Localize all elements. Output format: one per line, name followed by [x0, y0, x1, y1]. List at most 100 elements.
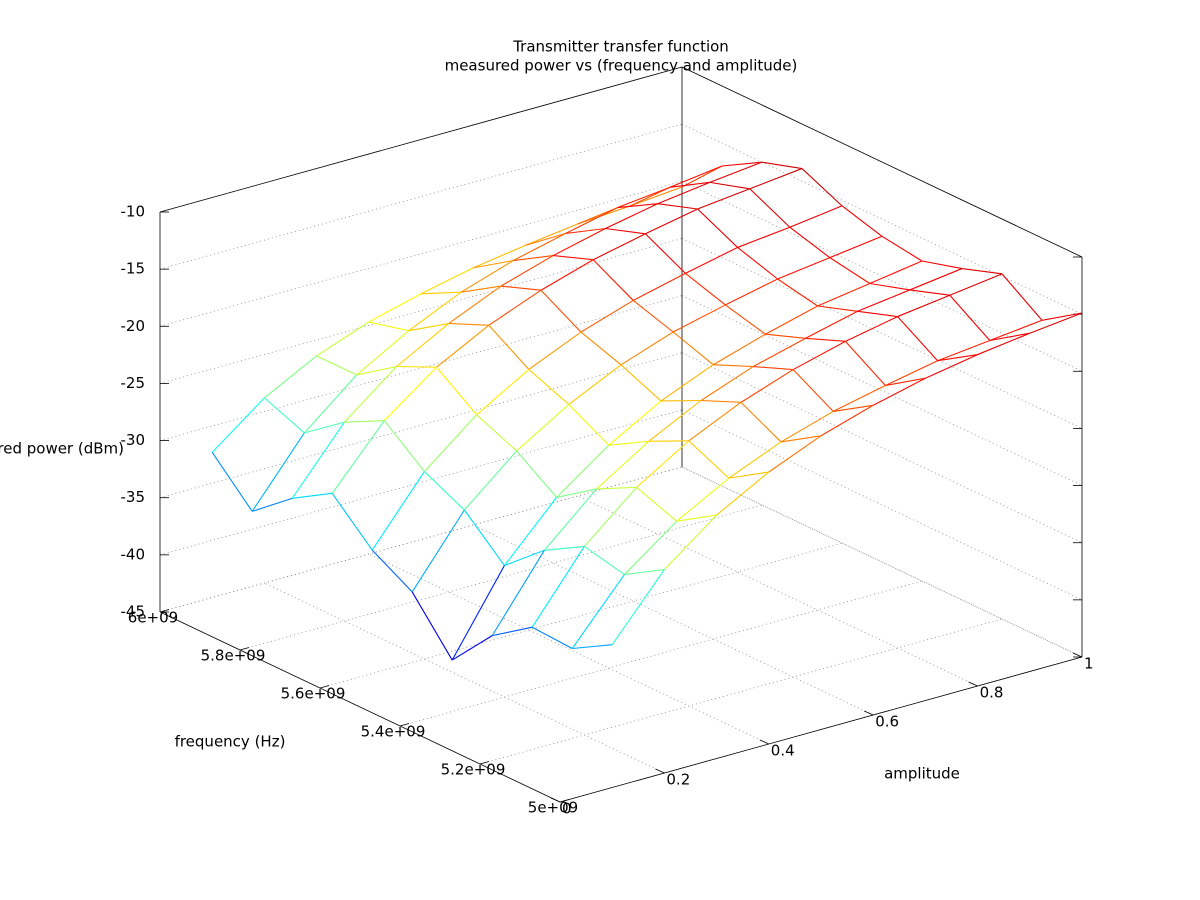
surface-segment — [572, 644, 613, 650]
surface-segment — [697, 208, 738, 248]
surface-segment — [251, 432, 305, 512]
surface-segment — [949, 294, 991, 341]
axis-line — [681, 66, 1083, 258]
surface-segment — [721, 161, 763, 167]
surface-segment — [531, 626, 573, 649]
grid-line — [473, 524, 874, 716]
surface-segment — [460, 260, 514, 293]
surface-segment — [580, 331, 622, 366]
surface-segment — [343, 366, 398, 423]
surface-segment — [592, 259, 634, 301]
z-tick-label: -10 — [121, 203, 146, 221]
axis-line — [159, 611, 561, 803]
surface-segment — [411, 591, 453, 661]
grid-line — [681, 409, 1083, 601]
surface-segment — [752, 337, 806, 368]
surface-segment — [792, 369, 834, 412]
surface-segment — [669, 181, 710, 188]
tick-mark — [239, 647, 250, 651]
surface-segment — [681, 165, 723, 188]
surface-segment — [688, 401, 742, 442]
grid-line — [159, 123, 683, 270]
z-tick-label: -40 — [121, 545, 146, 563]
surface-segment — [303, 374, 358, 434]
surface-segment — [460, 285, 502, 293]
surface-segment — [664, 514, 717, 570]
surface-segment — [516, 450, 558, 498]
surface-segment — [420, 291, 462, 295]
surface-segment — [331, 493, 373, 551]
surface-segment — [869, 282, 910, 291]
surface-segment — [857, 310, 898, 318]
surface-segment — [712, 333, 766, 366]
surface-segment — [476, 369, 530, 416]
surface-segment — [636, 440, 690, 488]
surface-segment — [685, 246, 738, 274]
surface-segment — [513, 255, 554, 262]
surface-segment — [463, 509, 505, 566]
surface-mesh — [211, 161, 1083, 661]
surface-segment — [761, 161, 803, 170]
tick-mark — [159, 609, 170, 613]
surface-segment — [801, 168, 843, 207]
surface-segment — [725, 304, 766, 335]
tick-mark — [759, 739, 769, 745]
axis-line — [159, 66, 683, 213]
x-tick-label: 5.4e+09 — [361, 723, 426, 741]
surface-segment — [645, 208, 698, 235]
surface-segment — [989, 332, 1030, 342]
surface-segment — [556, 444, 610, 498]
x-tick-label: 5e+09 — [528, 799, 578, 817]
y-tick-label: 0.6 — [875, 713, 899, 731]
y-tick-label: 1 — [1084, 655, 1094, 673]
x-tick-label: 5.2e+09 — [441, 761, 506, 779]
surface-segment — [516, 404, 570, 452]
surface-segment — [553, 255, 594, 261]
surface-segment — [316, 321, 370, 357]
surface-segment — [688, 440, 730, 479]
surface-segment — [423, 414, 478, 472]
surface-segment — [525, 232, 566, 246]
surface-segment — [492, 626, 533, 637]
surface-segment — [617, 186, 670, 209]
grid-line — [159, 238, 683, 384]
surface-segment — [740, 401, 782, 443]
surface-segment — [725, 278, 778, 306]
x-tick-label: 5.8e+09 — [201, 647, 266, 665]
surface-segment — [709, 161, 763, 183]
surface-segment — [316, 355, 357, 376]
surface-segment — [584, 545, 625, 576]
surface-segment — [672, 331, 714, 366]
surface-segment — [636, 486, 677, 522]
tick-mark — [968, 681, 978, 687]
surface-segment — [448, 322, 489, 326]
x-tick-label: 6e+09 — [128, 609, 178, 627]
surface-segment — [211, 452, 253, 512]
x-axis-label: frequency (Hz) — [175, 733, 286, 751]
y-tick-label: 0.2 — [666, 771, 690, 789]
surface-segment — [540, 259, 594, 291]
surface-segment — [304, 421, 345, 434]
y-tick-label: 0 — [562, 800, 572, 818]
surface-segment — [596, 440, 650, 490]
surface-segment — [805, 310, 858, 339]
surface-segment — [829, 257, 871, 284]
surface-segment — [371, 471, 425, 551]
x-tick-label: 5.6e+09 — [281, 685, 346, 703]
surface-segment — [611, 569, 665, 645]
surface-segment — [765, 305, 818, 335]
surface-segment — [488, 289, 542, 326]
grid-line — [159, 180, 683, 327]
surface-segment — [789, 205, 843, 228]
surface-segment — [909, 289, 950, 296]
surface-segment — [632, 272, 686, 301]
surface-segment — [565, 227, 606, 235]
surface-segment — [211, 397, 265, 453]
surface-segment — [700, 399, 742, 403]
surface-segment — [264, 397, 305, 434]
surface-segment — [909, 268, 963, 291]
tick-mark — [399, 723, 410, 727]
surface-segment — [448, 285, 502, 324]
surface-segment — [669, 165, 723, 188]
